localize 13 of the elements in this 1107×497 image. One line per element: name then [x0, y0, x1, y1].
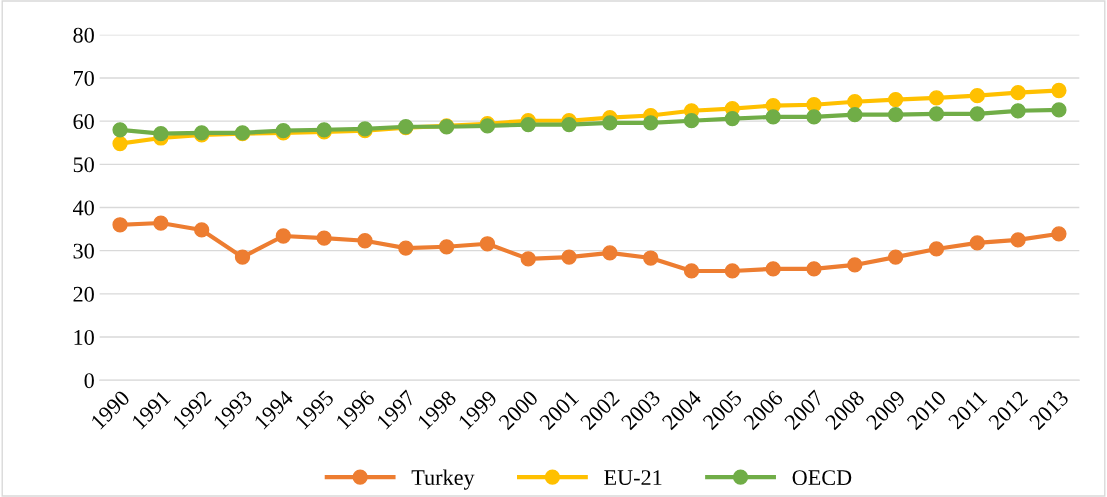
legend-label: Turkey — [411, 469, 475, 490]
y-tick-label: 20 — [73, 286, 94, 302]
x-tick-label: 2011 — [947, 389, 988, 430]
legend-label: OECD — [792, 470, 852, 486]
y-tick-label: 60 — [73, 114, 94, 130]
y-tick-label: 70 — [74, 70, 94, 86]
legend-label: EU-21 — [604, 470, 662, 486]
y-tick-label: 50 — [73, 157, 94, 173]
y-tick-label: 0 — [84, 373, 94, 389]
y-tick-label: 30 — [73, 243, 94, 259]
y-tick-label: 10 — [74, 329, 94, 345]
y-tick-label: 40 — [72, 200, 94, 216]
y-tick-label: 80 — [73, 27, 94, 43]
